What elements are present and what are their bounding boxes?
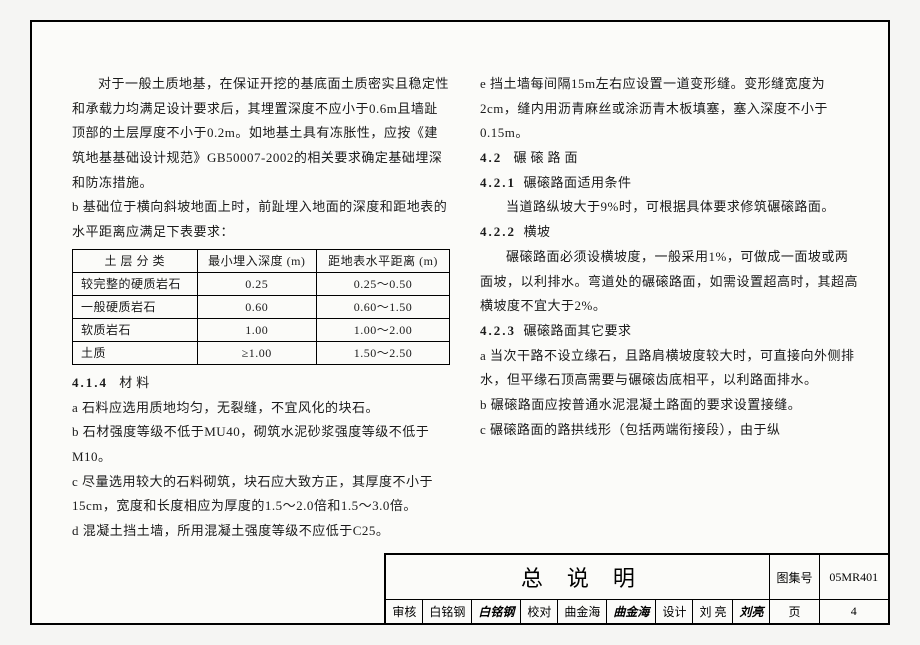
- section-42: 4.2 碾磙路面: [480, 146, 858, 171]
- cell: 一般硬质岩石: [73, 295, 198, 318]
- cell: 1.50～2.50: [316, 341, 449, 364]
- text-columns: 对于一般土质地基，在保证开挖的基底面土质密实且稳定性和承载力均满足设计要求后，其…: [72, 72, 858, 553]
- section-num: 4.2: [480, 150, 502, 165]
- para-general-soil: 对于一般土质地基，在保证开挖的基底面土质密实且稳定性和承载力均满足设计要求后，其…: [72, 72, 450, 195]
- cell: 0.60: [197, 295, 316, 318]
- audit-name: 白铭钢: [423, 600, 472, 625]
- title-block: 总说明 图集号 05MR401 审核 白铭钢 白铭钢 校对 曲金海 曲金海 设计…: [384, 553, 890, 625]
- proof-signature: 曲金海: [607, 600, 656, 625]
- para-423c: c 碾磙路面的路拱线形（包括两端衔接段），由于纵: [480, 418, 858, 443]
- left-column: 对于一般土质地基，在保证开挖的基底面土质密实且稳定性和承载力均满足设计要求后，其…: [72, 72, 450, 553]
- para-a-stone: a 石料应选用质地均匀，无裂缝，不宜风化的块石。: [72, 396, 450, 421]
- page-number: 4: [819, 600, 889, 625]
- cell: 1.00～2.00: [316, 318, 449, 341]
- para-b-slope: b 基础位于横向斜坡地面上时，前趾埋入地面的深度和距地表的水平距离应满足下表要求…: [72, 195, 450, 244]
- para-d-concrete: d 混凝土挡土墙，所用混凝土强度等级不应低于C25。: [72, 519, 450, 544]
- cell: 土质: [73, 341, 198, 364]
- cell: 0.60～1.50: [316, 295, 449, 318]
- section-423: 4.2.3 碾磙路面其它要求: [480, 319, 858, 344]
- cell: 0.25～0.50: [316, 272, 449, 295]
- cell: 较完整的硬质岩石: [73, 272, 198, 295]
- th-min-depth: 最小埋入深度 (m): [197, 249, 316, 272]
- para-b-strength: b 石材强度等级不低于MU40，砌筑水泥砂浆强度等级不低于M10。: [72, 420, 450, 469]
- section-title: 碾磙路面适用条件: [524, 175, 632, 190]
- para-e-joint: e 挡土墙每间隔15m左右应设置一道变形缝。变形缝宽度为2cm，缝内用沥青麻丝或…: [480, 72, 858, 146]
- section-title: 碾磙路面: [514, 150, 582, 165]
- section-num: 4.2.2: [480, 224, 516, 239]
- design-name: 刘 亮: [693, 600, 733, 625]
- para-423b: b 碾磙路面应按普通水泥混凝土路面的要求设置接缝。: [480, 393, 858, 418]
- section-422: 4.2.2 横坡: [480, 220, 858, 245]
- table-row: 土质 ≥1.00 1.50～2.50: [73, 341, 450, 364]
- table-header-row: 土 层 分 类 最小埋入深度 (m) 距地表水平距离 (m): [73, 249, 450, 272]
- cell: 软质岩石: [73, 318, 198, 341]
- para-c-size: c 尽量选用较大的石料砌筑，块石应大致方正，其厚度不小于15cm，宽度和长度相应…: [72, 470, 450, 519]
- para-421: 当道路纵坡大于9%时，可根据具体要求修筑碾磙路面。: [480, 195, 858, 220]
- label-proof: 校对: [521, 600, 558, 625]
- section-num: 4.1.4: [72, 375, 108, 390]
- section-num: 4.2.1: [480, 175, 516, 190]
- drawing-title: 总说明: [385, 554, 770, 600]
- section-421: 4.2.1 碾磙路面适用条件: [480, 171, 858, 196]
- label-drawing-set: 图集号: [770, 554, 819, 600]
- table-row: 一般硬质岩石 0.60 0.60～1.50: [73, 295, 450, 318]
- para-423a: a 当次干路不设立缘石，且路肩横坡度较大时，可直接向外侧排水，但平缘石顶高需要与…: [480, 344, 858, 393]
- section-title: 碾磙路面其它要求: [524, 323, 632, 338]
- proof-name: 曲金海: [558, 600, 607, 625]
- audit-signature: 白铭钢: [472, 600, 521, 625]
- cell: 0.25: [197, 272, 316, 295]
- label-design: 设计: [656, 600, 693, 625]
- th-soil-type: 土 层 分 类: [73, 249, 198, 272]
- design-signature: 刘亮: [733, 600, 770, 625]
- section-414: 4.1.4 材料: [72, 371, 450, 396]
- table-row: 软质岩石 1.00 1.00～2.00: [73, 318, 450, 341]
- section-title: 横坡: [524, 224, 551, 239]
- para-422: 碾磙路面必须设横坡度，一般采用1%，可做成一面坡或两面坡，以利排水。弯道处的碾磙…: [480, 245, 858, 319]
- cell: ≥1.00: [197, 341, 316, 364]
- label-audit: 审核: [385, 600, 423, 625]
- section-title: 材料: [119, 375, 153, 390]
- label-page: 页: [770, 600, 819, 625]
- right-column: e 挡土墙每间隔15m左右应设置一道变形缝。变形缝宽度为2cm，缝内用沥青麻丝或…: [480, 72, 858, 553]
- th-horiz-dist: 距地表水平距离 (m): [316, 249, 449, 272]
- soil-table: 土 层 分 类 最小埋入深度 (m) 距地表水平距离 (m) 较完整的硬质岩石 …: [72, 249, 450, 365]
- table-row: 较完整的硬质岩石 0.25 0.25～0.50: [73, 272, 450, 295]
- drawing-set-number: 05MR401: [819, 554, 889, 600]
- cell: 1.00: [197, 318, 316, 341]
- page-frame: 对于一般土质地基，在保证开挖的基底面土质密实且稳定性和承载力均满足设计要求后，其…: [30, 20, 890, 625]
- section-num: 4.2.3: [480, 323, 516, 338]
